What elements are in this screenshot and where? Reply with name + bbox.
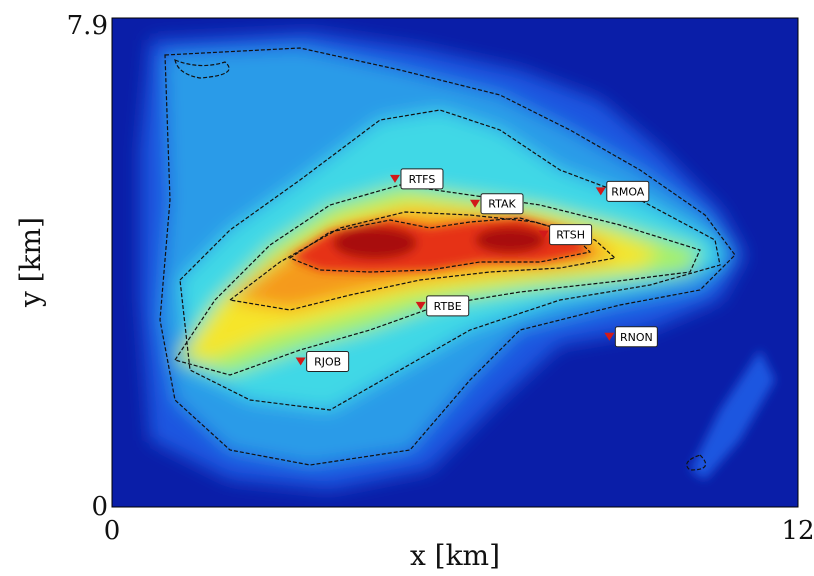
stations: RTFS RTAK RMOA RTSH RTBE RNON RJOB (295, 168, 658, 373)
contour-2 (179, 109, 721, 411)
station-rjob: RJOB (295, 351, 350, 373)
contour-6 (174, 59, 230, 79)
southeast-lobe (690, 350, 775, 480)
station-label-box (426, 295, 470, 317)
station-label-box (480, 193, 524, 215)
station-marker (389, 174, 400, 183)
heatmap-field (112, 18, 798, 507)
contour-4 (228, 211, 617, 311)
station-rtbe: RTBE (415, 295, 470, 317)
station-label-box (549, 224, 593, 246)
station-label-box (614, 326, 658, 348)
x-tick-label: 12 (781, 516, 814, 546)
station-label: RNON (620, 331, 653, 344)
station-label: RTSH (556, 229, 585, 242)
level-8-east (475, 227, 545, 253)
contour-3 (174, 184, 701, 376)
station-marker (470, 199, 481, 208)
y-tick-label: 7.9 (67, 11, 108, 41)
station-marker (295, 357, 306, 366)
y-tick-label: 0 (91, 492, 108, 522)
station-label-box (306, 351, 350, 373)
station-rnon: RNON (604, 326, 658, 348)
station-rtak: RTAK (470, 193, 524, 215)
station-marker (538, 230, 549, 239)
contour-1 (159, 47, 736, 466)
station-label: RMOA (611, 185, 645, 198)
level-8-west (333, 227, 417, 259)
station-marker (415, 301, 426, 310)
station-rmoa: RMOA (595, 180, 650, 202)
contour-7 (686, 454, 707, 471)
x-tick-label: 0 (104, 516, 121, 546)
station-label: RTBE (434, 300, 462, 313)
station-marker (595, 187, 606, 196)
station-rtsh: RTSH (538, 224, 593, 246)
station-label-box (400, 168, 444, 190)
station-label: RJOB (314, 356, 341, 369)
x-axis-label: x [km] (410, 539, 500, 572)
station-rtfs: RTFS (389, 168, 444, 190)
station-marker (604, 332, 615, 341)
station-label-box (606, 180, 650, 202)
station-label: RTAK (488, 198, 516, 211)
station-label: RTFS (409, 173, 436, 186)
y-axis-label: y [km] (14, 217, 47, 308)
plot-frame (111, 17, 799, 508)
